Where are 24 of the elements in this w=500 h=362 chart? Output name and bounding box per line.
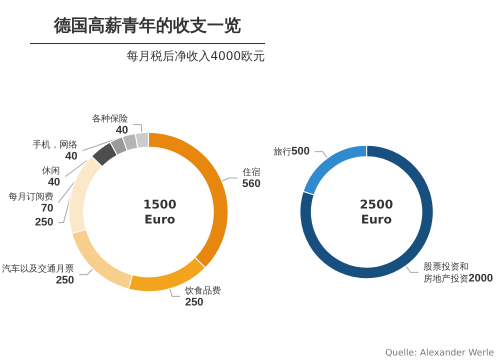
data-label: 2000 [468,272,493,284]
data-label: 40 [48,176,60,189]
slice-label: 旅行 [273,146,292,157]
text: 1500 Euro [143,198,176,226]
chart-title: 德国高薪青年的收支一览 [30,14,265,44]
data-label: 40 [116,124,128,137]
data-label: 250 [35,216,54,229]
slice-label: 饮食品费 [184,285,222,296]
slice-label: 汽车以及交通月票 [2,264,74,274]
slice-label: 各种保险 [92,114,128,124]
data-label: 560 [242,178,261,190]
slice-label: 股票投资和房地产投资 [424,261,469,284]
data-label: 70 [41,202,54,215]
slice-label: 手机，网络 [32,140,78,150]
data-label: 250 [185,296,204,308]
text: 2500 Euro [360,198,394,226]
source-note: Quelle: Alexander Werle [385,348,494,358]
slice-label: 休闲 [42,166,60,176]
data-label: 500 [291,146,310,158]
slice-label: 住宿 [242,167,260,178]
data-label: 250 [56,274,74,287]
slice-label: 每月订阅费 [8,192,54,202]
chart-subtitle: 每月税后净收入4000欧元 [125,48,265,65]
data-label: 40 [65,150,78,163]
